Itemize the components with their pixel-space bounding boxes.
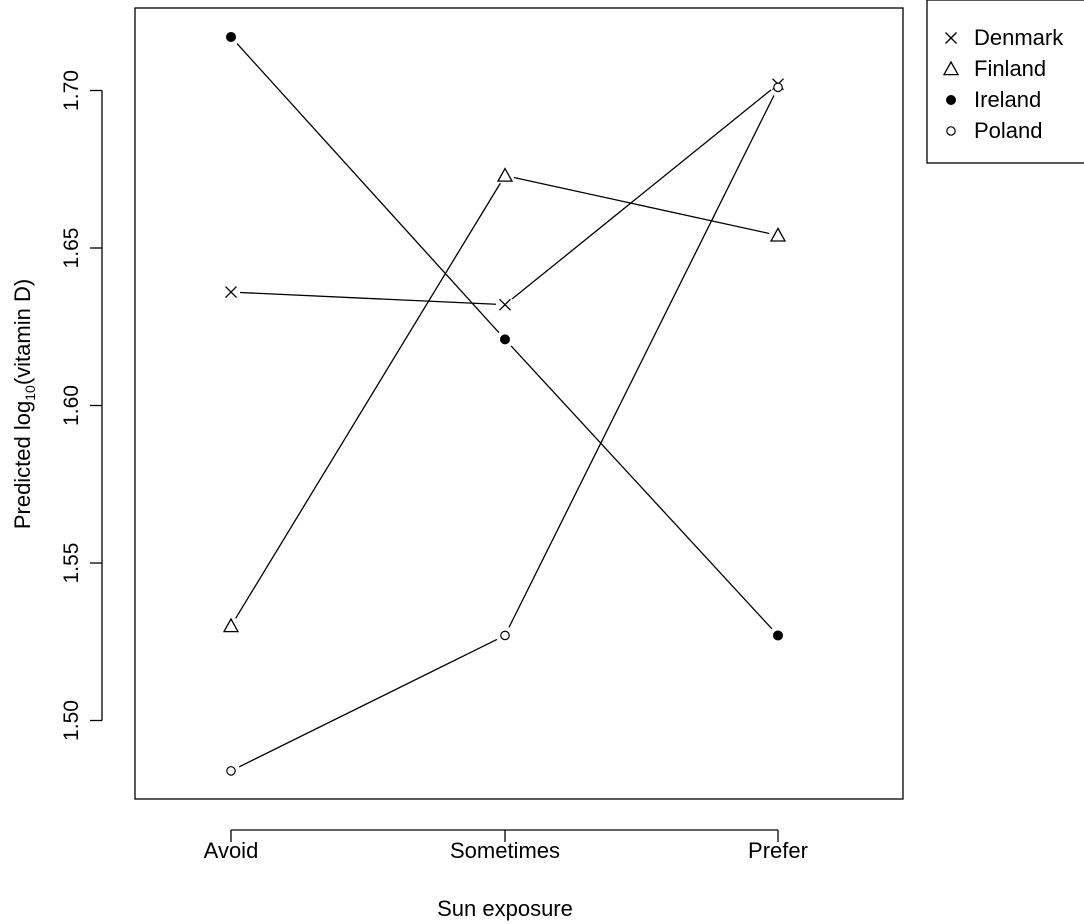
legend-ireland-label: Ireland [974,87,1041,112]
legend-poland-label: Poland [974,118,1043,143]
finland-point [222,617,240,633]
y-axis: 1.50 1.55 1.60 1.65 1.70 [60,70,103,741]
finland-line-segment [513,176,770,235]
legend-poland-marker [946,126,956,136]
legend-box [926,0,1084,164]
y-tick-label: 1.60 [60,385,83,426]
denmark-point [499,298,511,311]
poland-point [226,766,236,776]
poland-line-segment [508,95,775,628]
ireland-point [226,31,236,42]
legend-finland-label: Finland [974,56,1046,81]
legend-denmark-marker [945,32,957,44]
legend-denmark-label: Denmark [974,25,1064,50]
denmark-line-segment [511,89,772,300]
x-tick-label: Avoid [204,838,259,863]
legend-ireland-marker [946,95,956,105]
finland-point [769,227,787,242]
series-markers [222,31,787,776]
finland-line-segment [235,182,501,619]
x-axis: Avoid Sometimes Prefer [204,829,808,863]
x-tick-label: Prefer [748,838,808,863]
ireland-line-segment [510,345,773,630]
ireland-point [500,334,510,345]
poland-line-segment [238,638,498,768]
ireland-line-segment [236,43,500,334]
poland-point [500,630,510,641]
ireland-point [773,630,783,641]
finland-point [496,167,514,182]
x-tick-label: Sometimes [450,838,560,863]
poland-point [773,82,783,93]
plot-frame [134,7,904,800]
y-axis-title: Predicted log10(vitamin D) [10,279,38,529]
y-tick-label: 1.55 [60,543,83,584]
y-tick-label: 1.70 [60,70,83,111]
legend: Denmark Finland Ireland Poland [926,0,1084,164]
y-tick-label: 1.50 [60,700,83,741]
series-lines [235,43,775,768]
y-tick-label: 1.65 [60,228,83,269]
denmark-line-segment [239,291,497,305]
legend-finland-marker [942,60,960,76]
denmark-point [225,286,237,299]
x-axis-title: Sun exposure [437,896,573,921]
